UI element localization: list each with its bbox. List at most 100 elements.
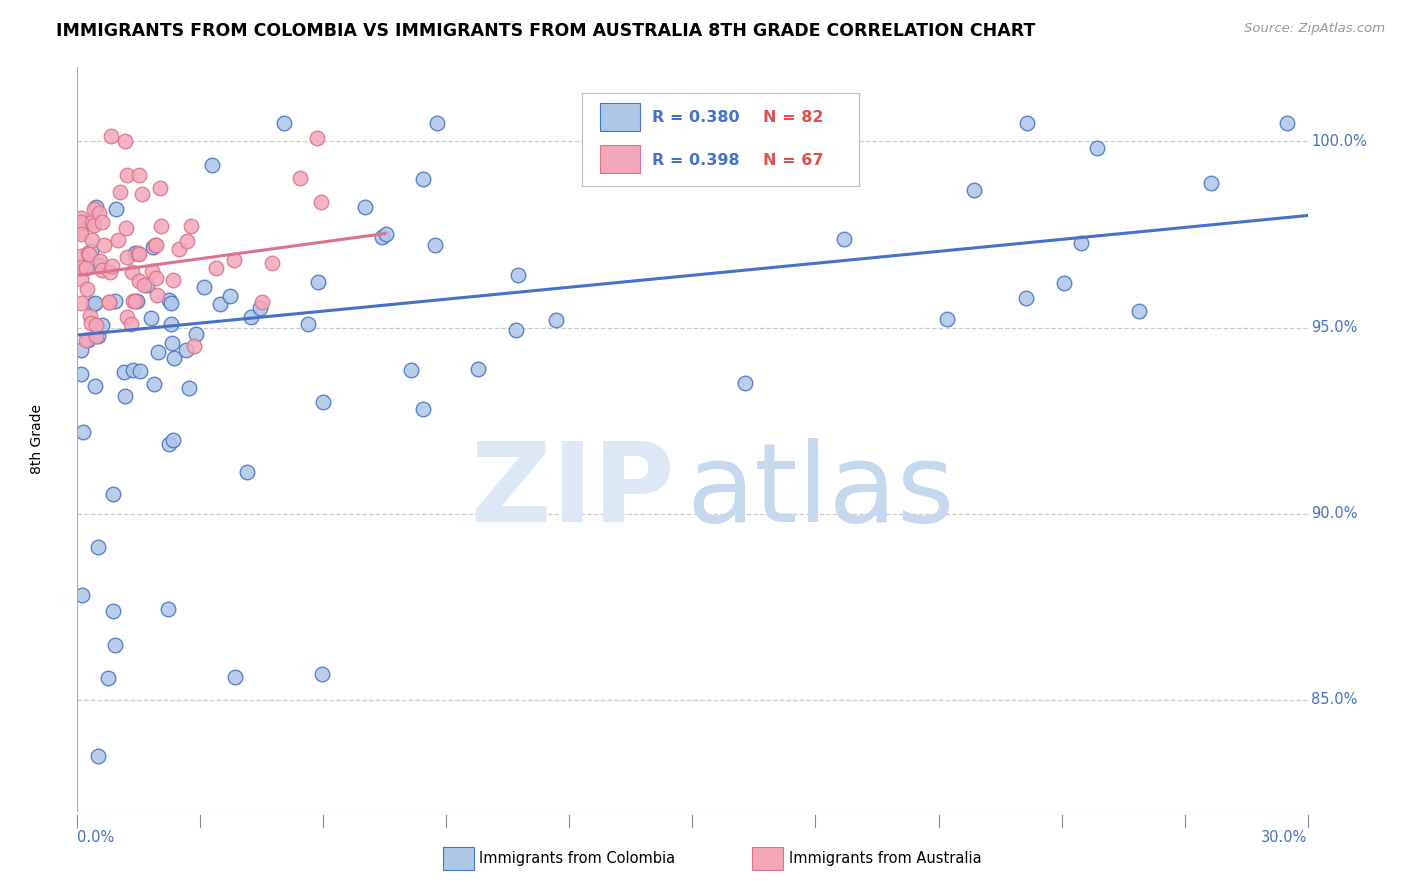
Point: [288, 170, 311, 185]
Text: N = 67: N = 67: [762, 153, 823, 168]
Point: [354, 201, 377, 215]
Point: [132, 277, 155, 292]
Point: [936, 312, 959, 326]
Point: [143, 237, 166, 252]
Text: R = 0.380: R = 0.380: [652, 110, 740, 125]
Point: [121, 265, 143, 279]
Point: [1085, 141, 1108, 155]
Point: [374, 227, 396, 241]
Point: [142, 240, 165, 254]
Point: [141, 311, 163, 326]
Point: [75, 260, 97, 275]
Point: [146, 287, 169, 301]
Point: [201, 157, 224, 171]
Point: [159, 295, 181, 310]
Point: [70, 224, 93, 238]
Point: [239, 310, 262, 324]
Point: [399, 363, 422, 377]
Point: [89, 254, 111, 268]
Point: [160, 336, 183, 351]
Point: [1275, 116, 1298, 130]
Point: [80, 215, 103, 229]
Point: [70, 211, 93, 225]
Point: [142, 376, 165, 391]
Point: [70, 343, 93, 357]
Point: [93, 237, 115, 252]
Point: [87, 328, 110, 343]
Point: [124, 294, 146, 309]
Point: [107, 233, 129, 247]
Point: [84, 318, 107, 333]
Point: [122, 294, 145, 309]
Point: [82, 296, 104, 310]
Point: [80, 233, 103, 247]
Point: [208, 297, 231, 311]
Point: [83, 296, 105, 310]
Point: [90, 215, 112, 229]
Point: [1128, 303, 1150, 318]
Point: [371, 230, 394, 244]
Point: [97, 295, 120, 310]
Point: [77, 246, 100, 260]
Point: [101, 486, 124, 500]
Point: [76, 333, 98, 347]
Point: [79, 309, 101, 323]
Text: ZIP: ZIP: [471, 438, 673, 545]
Point: [157, 437, 180, 451]
Point: [425, 237, 447, 252]
Point: [734, 376, 756, 391]
Point: [108, 185, 131, 199]
Point: [177, 381, 200, 395]
Text: 8th Grade: 8th Grade: [30, 404, 44, 475]
Point: [115, 168, 138, 182]
Point: [114, 134, 136, 148]
Text: N = 82: N = 82: [762, 110, 823, 125]
Text: IMMIGRANTS FROM COLOMBIA VS IMMIGRANTS FROM AUSTRALIA 8TH GRADE CORRELATION CHAR: IMMIGRANTS FROM COLOMBIA VS IMMIGRANTS F…: [56, 22, 1036, 40]
Text: Immigrants from Australia: Immigrants from Australia: [789, 851, 981, 865]
Point: [128, 274, 150, 288]
Point: [235, 465, 257, 479]
Point: [83, 218, 105, 232]
Point: [128, 364, 150, 378]
Point: [832, 232, 855, 246]
Point: [260, 256, 283, 270]
Text: Source: ZipAtlas.com: Source: ZipAtlas.com: [1244, 22, 1385, 36]
Point: [249, 301, 271, 316]
Text: 0.0%: 0.0%: [77, 830, 114, 846]
FancyBboxPatch shape: [582, 93, 859, 186]
Text: 85.0%: 85.0%: [1312, 692, 1358, 707]
Point: [112, 365, 135, 379]
Point: [176, 234, 198, 248]
Point: [75, 333, 97, 347]
Point: [205, 261, 228, 276]
Point: [273, 116, 295, 130]
Point: [162, 273, 184, 287]
Point: [311, 666, 333, 681]
Point: [1070, 235, 1092, 250]
Point: [145, 237, 167, 252]
Text: 30.0%: 30.0%: [1261, 830, 1308, 846]
Point: [141, 264, 163, 278]
Point: [467, 362, 489, 376]
Point: [307, 275, 329, 289]
Point: [162, 433, 184, 447]
Bar: [600, 145, 640, 173]
Point: [80, 316, 103, 330]
Point: [103, 294, 125, 309]
Point: [73, 260, 96, 275]
Point: [97, 671, 120, 685]
Point: [167, 242, 190, 256]
Point: [70, 588, 93, 602]
Point: [70, 248, 93, 262]
Point: [128, 247, 150, 261]
Point: [115, 310, 138, 325]
Point: [963, 183, 986, 197]
Point: [297, 317, 319, 331]
Point: [1053, 276, 1076, 290]
Point: [76, 282, 98, 296]
Point: [184, 327, 207, 342]
Point: [183, 339, 205, 353]
Point: [83, 379, 105, 393]
Point: [73, 216, 96, 230]
Point: [97, 294, 120, 309]
